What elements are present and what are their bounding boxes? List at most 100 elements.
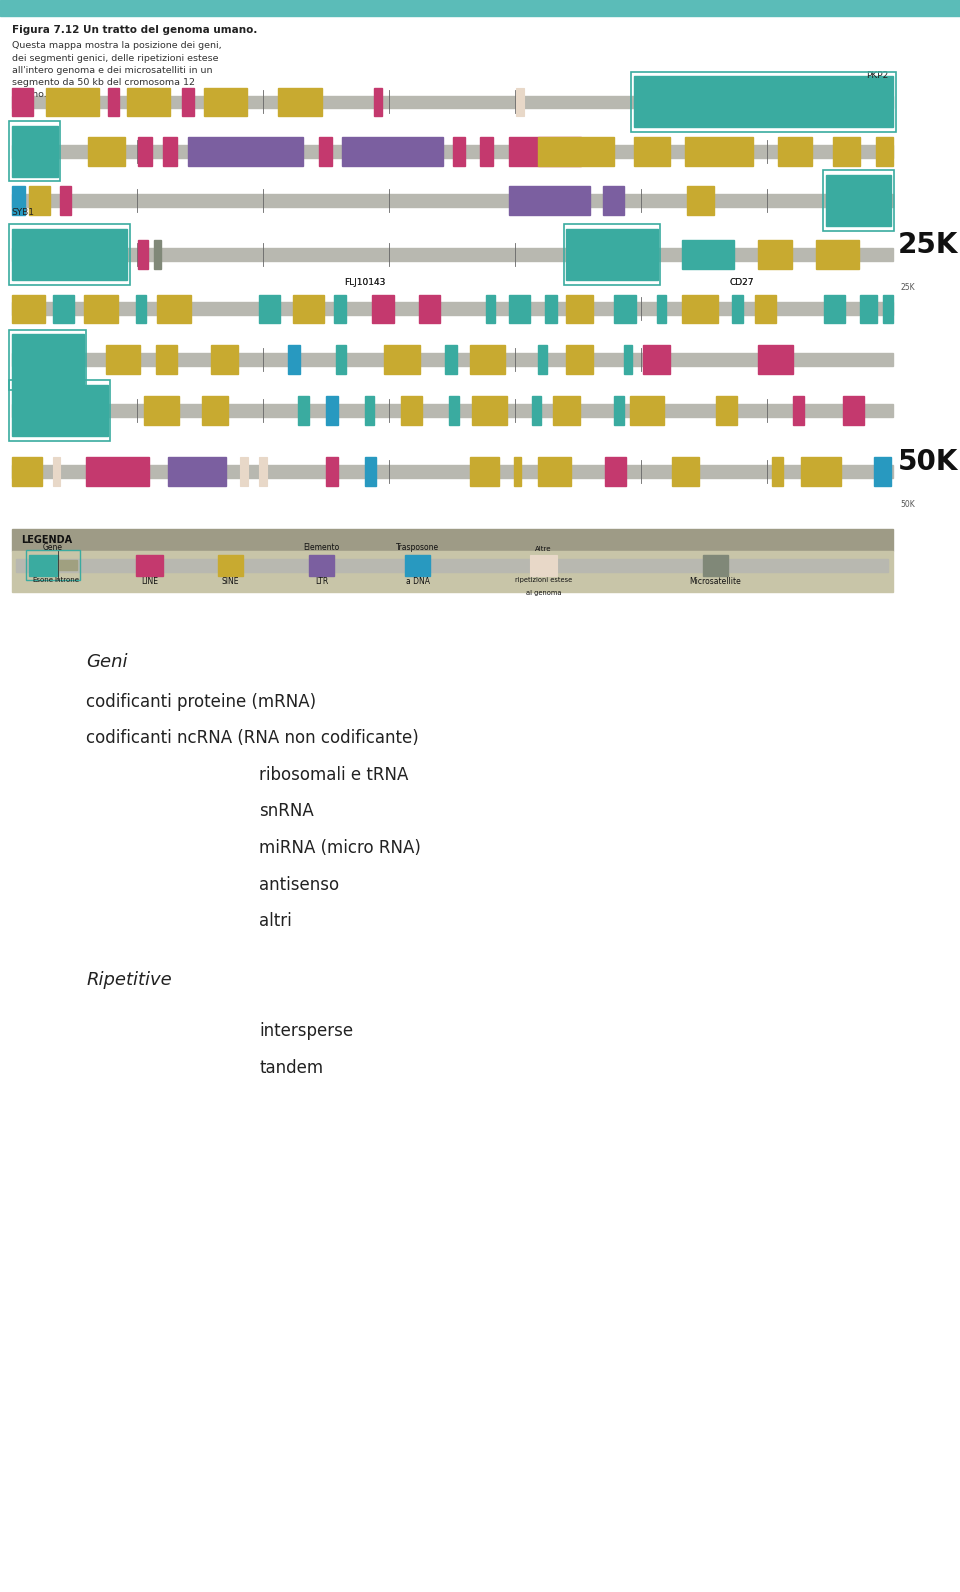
Text: a DNA: a DNA bbox=[406, 576, 430, 586]
Bar bbox=[9, 380, 110, 441]
Bar bbox=[685, 137, 753, 166]
Bar bbox=[240, 457, 248, 486]
Bar bbox=[12, 385, 108, 436]
Bar bbox=[168, 457, 226, 486]
Text: codificanti ncRNA (RNA non codificante): codificanti ncRNA (RNA non codificante) bbox=[86, 729, 420, 747]
Bar bbox=[9, 121, 60, 181]
Bar bbox=[716, 396, 737, 425]
Text: Trasposone: Trasposone bbox=[396, 543, 439, 552]
Bar bbox=[342, 137, 443, 166]
Bar bbox=[486, 295, 495, 323]
Bar bbox=[624, 345, 632, 374]
Bar bbox=[365, 396, 374, 425]
Text: Microsatellite: Microsatellite bbox=[689, 576, 741, 586]
Text: antisenso: antisenso bbox=[259, 876, 339, 893]
Bar bbox=[278, 88, 322, 116]
Bar bbox=[326, 457, 338, 486]
Bar bbox=[12, 248, 893, 261]
Bar bbox=[309, 554, 334, 575]
Bar bbox=[60, 186, 71, 215]
Bar bbox=[631, 72, 896, 132]
Bar bbox=[874, 457, 891, 486]
Text: CD27: CD27 bbox=[730, 277, 755, 287]
Bar bbox=[532, 396, 541, 425]
Bar bbox=[106, 345, 140, 374]
Bar bbox=[614, 396, 624, 425]
Bar bbox=[12, 353, 893, 366]
Bar bbox=[12, 126, 58, 177]
Bar bbox=[293, 295, 324, 323]
Bar bbox=[538, 345, 547, 374]
Bar bbox=[538, 137, 614, 166]
Bar bbox=[12, 295, 45, 323]
Bar bbox=[9, 224, 130, 285]
Text: miRNA (micro RNA): miRNA (micro RNA) bbox=[259, 839, 421, 856]
Bar bbox=[564, 224, 660, 285]
Bar bbox=[672, 457, 699, 486]
Bar bbox=[630, 396, 664, 425]
Bar bbox=[824, 295, 845, 323]
Text: tandem: tandem bbox=[259, 1059, 324, 1076]
Bar bbox=[26, 549, 80, 579]
Bar bbox=[12, 404, 893, 417]
Bar bbox=[84, 295, 118, 323]
Bar bbox=[823, 170, 894, 231]
Text: Questa mappa mostra la posizione dei geni,
dei segmenti genici, delle ripetizion: Questa mappa mostra la posizione dei gen… bbox=[12, 41, 221, 99]
Bar bbox=[188, 137, 303, 166]
Bar bbox=[202, 396, 228, 425]
Bar bbox=[516, 88, 524, 116]
Bar bbox=[687, 186, 714, 215]
Text: LEGENDA: LEGENDA bbox=[21, 535, 72, 544]
Bar bbox=[603, 186, 624, 215]
Bar bbox=[12, 96, 893, 108]
Bar bbox=[365, 457, 376, 486]
Text: codificanti proteine (mRNA): codificanti proteine (mRNA) bbox=[86, 693, 317, 710]
Bar bbox=[470, 345, 505, 374]
Bar bbox=[144, 396, 179, 425]
Bar bbox=[46, 88, 99, 116]
Text: LINE: LINE bbox=[141, 576, 158, 586]
Bar bbox=[634, 76, 893, 127]
Bar bbox=[127, 88, 170, 116]
Bar bbox=[682, 295, 718, 323]
Text: FLJ10143: FLJ10143 bbox=[344, 277, 386, 287]
Bar bbox=[138, 240, 148, 269]
Bar bbox=[12, 465, 893, 478]
Bar bbox=[778, 137, 812, 166]
Bar bbox=[816, 240, 859, 269]
Bar bbox=[843, 396, 864, 425]
Bar bbox=[530, 554, 557, 575]
Bar bbox=[634, 137, 670, 166]
Text: Figura 7.12 Un tratto del genoma umano.: Figura 7.12 Un tratto del genoma umano. bbox=[12, 25, 257, 35]
Text: Introne: Introne bbox=[55, 576, 80, 583]
Text: ribosomali e tRNA: ribosomali e tRNA bbox=[259, 766, 409, 783]
Bar bbox=[88, 137, 125, 166]
Bar bbox=[509, 137, 581, 166]
Bar bbox=[405, 554, 430, 575]
Bar bbox=[682, 240, 734, 269]
Bar bbox=[372, 295, 394, 323]
Bar bbox=[793, 396, 804, 425]
Bar bbox=[12, 551, 893, 592]
Bar bbox=[449, 396, 459, 425]
Text: Elemento: Elemento bbox=[303, 543, 340, 552]
Bar bbox=[53, 295, 74, 323]
Bar bbox=[259, 457, 267, 486]
Bar bbox=[58, 560, 77, 570]
Bar bbox=[566, 295, 593, 323]
Bar bbox=[86, 457, 149, 486]
Bar bbox=[326, 396, 338, 425]
Bar bbox=[136, 554, 163, 575]
Bar bbox=[12, 229, 127, 280]
Bar bbox=[419, 295, 440, 323]
Text: Ripetitive: Ripetitive bbox=[86, 971, 172, 989]
Bar bbox=[218, 554, 243, 575]
Bar bbox=[12, 529, 893, 551]
Bar bbox=[334, 295, 346, 323]
Bar bbox=[136, 295, 146, 323]
Bar bbox=[732, 295, 743, 323]
Bar bbox=[138, 137, 152, 166]
Bar bbox=[384, 345, 420, 374]
Bar bbox=[298, 396, 309, 425]
Text: PKP2: PKP2 bbox=[866, 70, 888, 80]
